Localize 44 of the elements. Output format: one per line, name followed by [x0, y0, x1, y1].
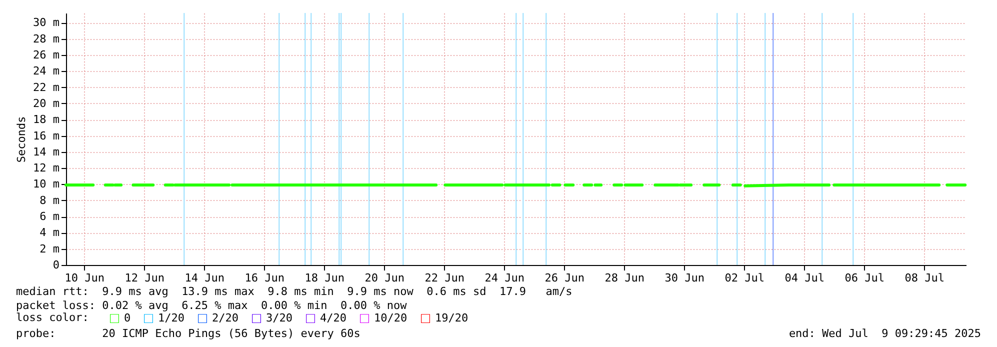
y-tick-label: 4 m: [40, 226, 60, 240]
x-tick-label: 28 Jun: [604, 272, 644, 284]
x-tick-label: 02 Jul: [724, 272, 764, 284]
x-tick-label: 22 Jun: [424, 272, 464, 284]
legend-title: loss color:: [16, 311, 89, 324]
text: median rtt: 9.9 ms avg 13.9 ms max 9.8 ms min 9.9 ms now 0.6 ms sd 17.9 am/s: [16, 285, 572, 298]
x-tick-label: 12 Jun: [124, 272, 164, 284]
legend-label: 0: [124, 312, 131, 325]
y-tick-label: 28 m: [33, 32, 60, 46]
text: end: Wed Jul 9 09:29:45 2025: [788, 327, 981, 340]
legend-label: 2/20: [212, 312, 238, 325]
y-tick-label: 14 m: [33, 145, 60, 158]
y-tick-label: 8 m: [40, 194, 60, 207]
y-tick-label: 20 m: [33, 96, 60, 110]
x-tick-label: 24 Jun: [484, 272, 524, 284]
y-tick-label: 10 m: [33, 178, 60, 191]
x-tick-label: 04 Jul: [784, 272, 824, 284]
x-tick-label: 26 Jun: [544, 272, 584, 284]
legend-label: 4/20: [320, 312, 346, 325]
y-axis-title: Seconds: [15, 116, 28, 163]
text: probe: 20 ICMP Echo Pings (56 Bytes) every 60s: [16, 327, 360, 340]
y-tick-label: 18 m: [33, 113, 60, 126]
y-tick-label: 6 m: [40, 210, 60, 224]
x-tick-label: 20 Jun: [364, 272, 404, 284]
legend-label: 3/20: [266, 312, 292, 325]
y-tick-label: 16 m: [33, 129, 60, 142]
legend-label: 10/20: [374, 312, 408, 325]
x-tick-label: 18 Jun: [304, 272, 344, 284]
y-tick-label: 26 m: [33, 48, 60, 62]
text: packet loss: 0.02 % avg 6.25 % max 0.00 % min 0.00 % now: [16, 299, 407, 312]
x-tick-label: 30 Jun: [664, 272, 704, 284]
x-tick-label: 14 Jun: [184, 272, 224, 284]
y-tick-label: 30 m: [33, 16, 60, 30]
x-tick-label: 10 Jun: [64, 272, 104, 284]
legend-label: 19/20: [435, 312, 468, 325]
y-tick-label: 12 m: [33, 162, 60, 175]
y-tick-label: 2 m: [40, 242, 60, 256]
y-tick-label: 0: [52, 258, 60, 272]
x-tick-label: 08 Jul: [904, 272, 944, 284]
y-tick-label: 24 m: [33, 64, 60, 78]
legend-label: 1/20: [158, 312, 184, 325]
x-tick-label: 16 Jun: [244, 272, 284, 284]
y-tick-label: 22 m: [33, 80, 60, 94]
x-tick-label: 06 Jul: [844, 272, 884, 284]
